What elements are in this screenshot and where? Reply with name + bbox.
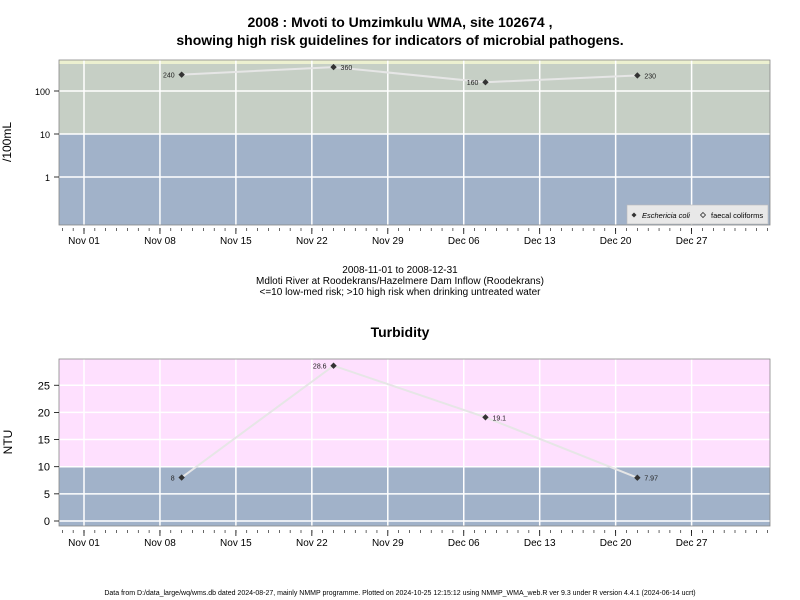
- chart1-plot: 1 10 100 Nov 01 Nov 08 Nov 15 Nov 22 Nov 29 Dec …: [35, 59, 771, 247]
- low-band: [59, 466, 770, 526]
- y-tick-label: 10: [40, 130, 50, 140]
- x-tick-label: Nov 08: [144, 538, 176, 549]
- chart1-legend: Eschericia coli faecal coliforms: [626, 204, 769, 225]
- x-tick-label: Nov 01: [68, 538, 100, 549]
- data-point: [634, 72, 641, 79]
- legend-ecoli-label: Eschericia coli: [642, 211, 690, 220]
- chart2-ylabel: NTU: [1, 429, 15, 455]
- legend-faecal-marker: [699, 211, 707, 219]
- data-point: [178, 71, 185, 78]
- data-point: [482, 414, 489, 421]
- x-tick-label: Nov 15: [220, 236, 252, 247]
- legend-box: [626, 204, 769, 225]
- data-label: 19.1: [492, 415, 506, 422]
- data-label: 230: [644, 73, 656, 80]
- x-tick-label: Dec 06: [448, 236, 480, 247]
- y-tick-label: 25: [38, 380, 50, 392]
- data-point: [330, 362, 337, 369]
- x-tick-label: Nov 01: [68, 236, 100, 247]
- chart1-note-risk: <=10 low-med risk; >10 high risk when dr…: [259, 287, 541, 298]
- plot-frame: [58, 358, 771, 527]
- x-tick-label: Dec 13: [524, 236, 556, 247]
- y-tick-label: 1: [45, 173, 50, 183]
- series-line: [181, 364, 638, 479]
- chart2-plot: 0 5 10 15 20 25 Nov 01 Nov 08 Nov 15 Nov 22 Nov 29…: [38, 358, 771, 549]
- chart1-title: 2008 : Mvoti to Umzimkulu WMA, site 1026…: [247, 14, 553, 30]
- y-tick-label: 5: [44, 489, 50, 501]
- x-tick-label: Nov 22: [296, 236, 328, 247]
- y-tick-label: 20: [38, 407, 50, 419]
- x-tick-label: Nov 29: [372, 538, 404, 549]
- chart1-note-site: Mdloti River at Roodekrans/Hazelmere Dam…: [256, 276, 544, 287]
- y-tick-label: 100: [35, 87, 50, 97]
- plot-frame: [58, 59, 771, 226]
- chart1-note-daterange: 2008-11-01 to 2008-12-31: [342, 265, 458, 276]
- chart2-title: Turbidity: [370, 324, 430, 340]
- x-tick-label: Nov 15: [220, 538, 252, 549]
- y-tick-label: 10: [38, 462, 50, 474]
- data-label: 8: [171, 476, 175, 483]
- x-tick-label: Dec 20: [600, 538, 632, 549]
- x-tick-label: Nov 22: [296, 538, 328, 549]
- x-tick-label: Dec 27: [676, 236, 708, 247]
- footer-note: Data from D:/data_large/wq/wms.db dated …: [104, 590, 696, 597]
- data-label: 360: [341, 65, 353, 72]
- x-tick-label: Dec 06: [448, 538, 480, 549]
- y-tick-label: 0: [44, 516, 50, 528]
- series-line: [181, 66, 638, 84]
- data-point: [634, 474, 641, 481]
- x-tick-label: Dec 20: [600, 236, 632, 247]
- legend-ecoli-marker: [631, 212, 637, 218]
- data-point: [330, 63, 337, 71]
- data-label: 28.6: [313, 364, 327, 371]
- x-tick-label: Nov 08: [144, 236, 176, 247]
- chart1-title-line2: showing high risk guidelines for indicat…: [176, 32, 624, 48]
- data-label: 160: [467, 80, 479, 87]
- top-band: [59, 60, 770, 64]
- x-tick-label: Dec 13: [524, 538, 556, 549]
- legend-faecal-label: faecal coliforms: [711, 211, 763, 220]
- data-point: [482, 79, 489, 86]
- y-tick-label: 15: [38, 435, 50, 447]
- x-tick-label: Dec 27: [676, 538, 708, 549]
- data-label: 7.97: [644, 476, 658, 483]
- data-label: 240: [163, 73, 175, 80]
- x-tick-label: Nov 29: [372, 236, 404, 247]
- data-point: [178, 474, 185, 481]
